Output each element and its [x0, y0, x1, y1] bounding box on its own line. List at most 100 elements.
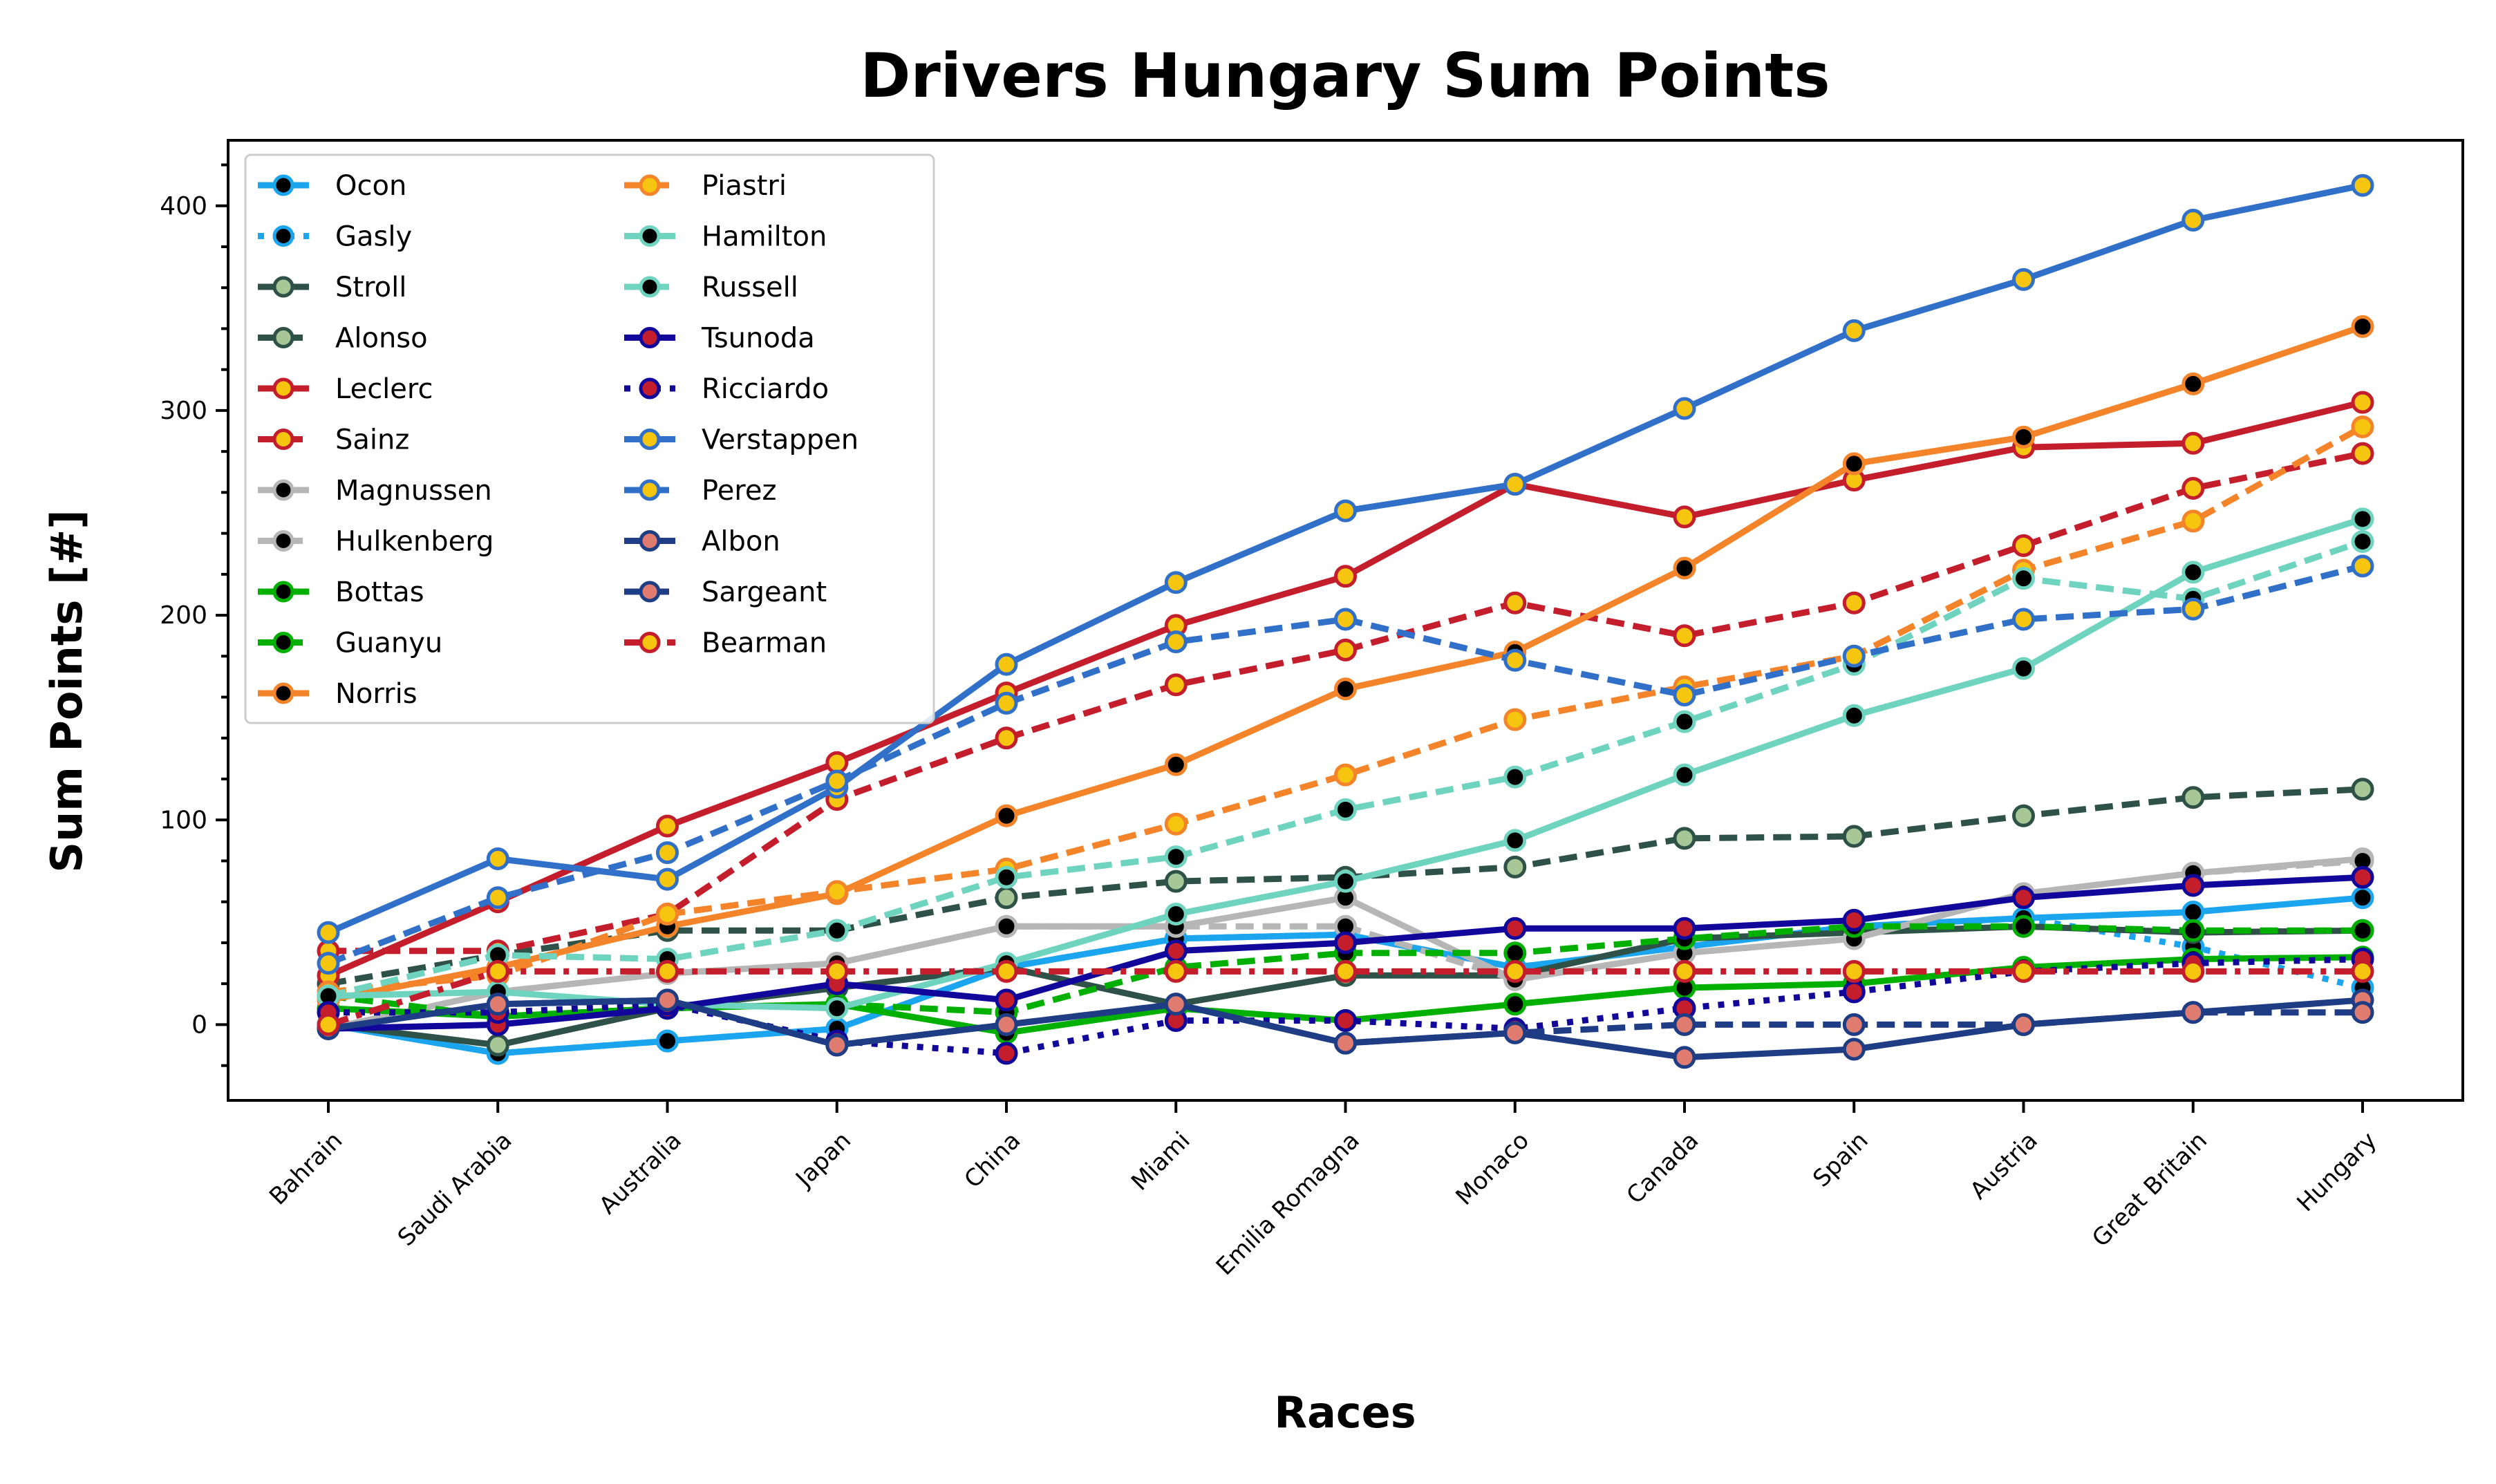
- data-point: [995, 914, 1018, 938]
- legend-label: Perez: [702, 475, 776, 507]
- data-point: [1673, 624, 1696, 648]
- y-tick-label: 300: [160, 397, 207, 425]
- x-axis-label: Races: [1274, 1387, 1416, 1438]
- data-point: [317, 921, 340, 944]
- data-point: [2012, 1013, 2035, 1036]
- legend-label: Russell: [702, 272, 798, 303]
- data-point: [1164, 845, 1188, 869]
- data-point: [656, 867, 679, 891]
- data-point: [1673, 827, 1696, 850]
- data-point: [1164, 993, 1188, 1016]
- legend-entry-hulkenberg: Hulkenberg: [258, 526, 494, 558]
- data-point: [656, 1029, 679, 1053]
- data-point: [2012, 567, 2035, 590]
- y-axis-label: Sum Points [#]: [41, 509, 92, 872]
- data-point: [486, 993, 509, 1016]
- data-point: [995, 959, 1018, 983]
- legend-entry-gasly: Gasly: [258, 221, 412, 253]
- data-point: [1842, 980, 1866, 1004]
- data-point: [2181, 786, 2205, 809]
- series-perez: [317, 554, 2374, 975]
- data-point: [1164, 939, 1188, 963]
- legend-entry-bearman: Bearman: [624, 628, 827, 659]
- legend-entry-verstappen: Verstappen: [624, 424, 858, 456]
- legend-label: Sargeant: [702, 576, 827, 608]
- legend-marker: [639, 174, 661, 196]
- legend-entry-leclerc: Leclerc: [258, 373, 433, 405]
- legend-marker: [272, 682, 294, 704]
- data-point: [2351, 415, 2374, 439]
- data-point: [1164, 812, 1188, 836]
- data-point: [1164, 903, 1188, 926]
- legend-marker: [272, 276, 294, 298]
- legend-entry-hamilton: Hamilton: [624, 221, 827, 253]
- legend-marker: [639, 377, 661, 400]
- data-point: [2181, 509, 2205, 533]
- legend-label: Bottas: [335, 576, 424, 608]
- data-point: [1334, 638, 1357, 661]
- legend-entry-norris: Norris: [258, 678, 417, 710]
- data-point: [1503, 591, 1527, 614]
- data-point: [2351, 865, 2374, 889]
- data-point: [2181, 901, 2205, 923]
- data-point: [1334, 499, 1357, 523]
- legend-marker: [272, 429, 294, 450]
- data-point: [2351, 530, 2374, 553]
- legend-marker: [639, 327, 661, 348]
- legend-marker: [272, 581, 294, 603]
- data-point: [486, 959, 509, 983]
- data-point: [1334, 608, 1357, 631]
- data-point: [2181, 372, 2205, 395]
- data-point: [2351, 1001, 2374, 1024]
- data-point: [1673, 959, 1696, 983]
- legend-entry-piastri: Piastri: [624, 170, 787, 202]
- data-point: [1673, 763, 1696, 787]
- legend-label: Tsunoda: [701, 323, 815, 355]
- data-point: [1673, 505, 1696, 529]
- legend-label: Leclerc: [335, 373, 433, 405]
- data-point: [825, 919, 849, 942]
- legend-marker: [272, 174, 294, 196]
- data-point: [2012, 914, 2035, 938]
- data-point: [2012, 425, 2035, 449]
- legend-entry-sargeant: Sargeant: [624, 576, 827, 608]
- plot-area: [317, 173, 2374, 1069]
- data-point: [1164, 753, 1188, 776]
- data-point: [825, 880, 849, 903]
- data-point: [2012, 804, 2035, 827]
- data-point: [486, 847, 509, 870]
- data-point: [656, 988, 679, 1012]
- legend-entry-alonso: Alonso: [258, 323, 428, 355]
- legend-marker: [639, 530, 661, 552]
- legend-entry-bottas: Bottas: [258, 576, 424, 608]
- y-tick-label: 100: [160, 806, 207, 834]
- data-point: [1842, 704, 1866, 727]
- data-point: [2351, 554, 2374, 578]
- legend-label: Albon: [702, 526, 780, 558]
- data-point: [317, 1013, 340, 1036]
- data-point: [2351, 507, 2374, 531]
- legend-entry-stroll: Stroll: [258, 272, 406, 303]
- legend: Ocon Gasly Stroll Alonso Leclerc Sainz Magnuss…: [244, 153, 935, 724]
- series-bearman: [317, 959, 2374, 1036]
- data-point: [1842, 1037, 1866, 1061]
- data-point: [1503, 917, 1527, 940]
- legend-box: [244, 153, 935, 724]
- legend-label: Ricciardo: [702, 373, 829, 405]
- data-point: [656, 959, 679, 983]
- legend-marker: [272, 327, 294, 348]
- legend-label: Norris: [335, 678, 417, 710]
- data-point: [2181, 431, 2205, 455]
- data-point: [1842, 591, 1866, 614]
- data-point: [486, 1033, 509, 1057]
- data-point: [1334, 1031, 1357, 1055]
- data-point: [1673, 710, 1696, 733]
- data-point: [2181, 209, 2205, 232]
- data-point: [2012, 657, 2035, 680]
- data-point: [1334, 763, 1357, 787]
- legend-entry-ocon: Ocon: [258, 170, 406, 202]
- legend-entry-magnussen: Magnussen: [258, 475, 492, 507]
- data-point: [995, 652, 1018, 676]
- data-point: [1164, 673, 1188, 697]
- legend-entry-tsunoda: Tsunoda: [624, 323, 815, 355]
